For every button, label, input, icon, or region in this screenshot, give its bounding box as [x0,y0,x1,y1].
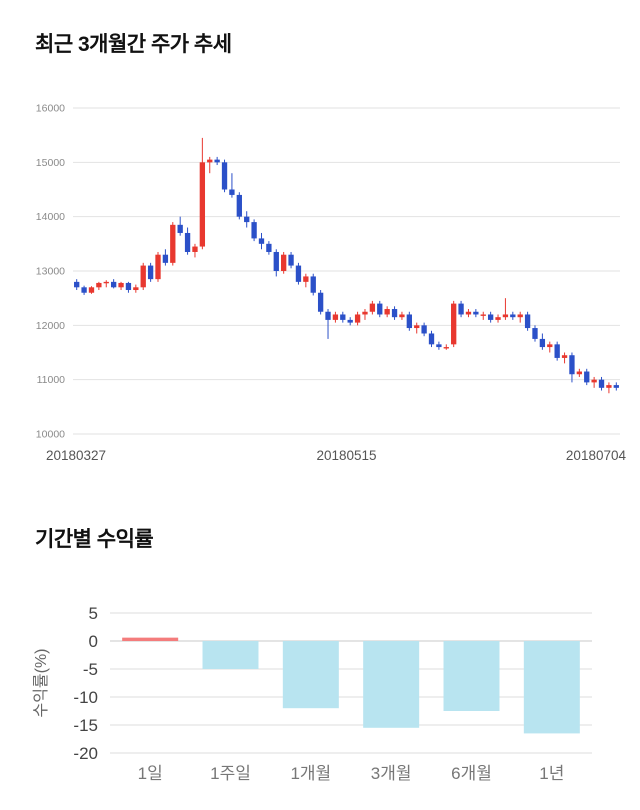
candlestick-svg: 16000 15000 14000 13000 12000 11000 10000 20180… [36,103,627,464]
svg-text:5: 5 [89,604,98,623]
svg-text:1주일: 1주일 [210,764,251,783]
svg-text:1일: 1일 [138,764,163,783]
svg-text:14000: 14000 [36,211,65,223]
svg-text:13000: 13000 [36,266,65,278]
svg-text:16000: 16000 [36,103,65,115]
svg-text:20180515: 20180515 [316,448,376,463]
price-candlestick-chart: 16000 15000 14000 13000 12000 11000 10000 20180… [8,96,640,471]
svg-text:1년: 1년 [539,764,564,783]
svg-text:-20: -20 [73,744,98,763]
svg-text:11000: 11000 [37,374,66,386]
svg-text:1개월: 1개월 [290,764,331,783]
svg-text:12000: 12000 [36,320,65,332]
svg-text:-10: -10 [73,688,98,707]
svg-text:수익률(%): 수익률(%) [32,648,50,717]
svg-text:6개월: 6개월 [451,764,492,783]
svg-text:20180704: 20180704 [566,448,627,463]
svg-text:3개월: 3개월 [371,764,412,783]
svg-text:0: 0 [89,632,98,651]
price-chart-title: 최근 3개월간 주가 추세 [35,33,232,56]
returns-bar-chart: 5 0 -5 -10 -15 -20 1일 1주일 1개월 3개월 6개월 1년 수익률(%) [0,583,640,803]
svg-text:10000: 10000 [36,429,65,441]
returns-bar-svg: 5 0 -5 -10 -15 -20 1일 1주일 1개월 3개월 6개월 1년 수익률(%) [32,604,592,783]
svg-text:15000: 15000 [36,157,65,169]
svg-text:20180327: 20180327 [46,448,106,463]
returns-chart-title: 기간별 수익률 [35,528,154,551]
svg-text:-5: -5 [83,660,98,679]
svg-text:-15: -15 [73,716,98,735]
